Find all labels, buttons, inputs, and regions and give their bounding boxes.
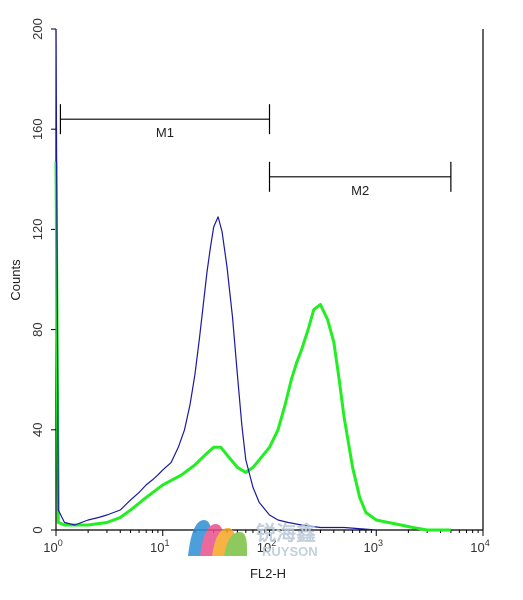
- x-tick-label: 100: [43, 538, 62, 555]
- x-tick-base: 10: [470, 540, 484, 555]
- y-ticks: 0 40 80 120 160 200: [30, 18, 56, 534]
- x-tick-base: 10: [257, 540, 271, 555]
- x-ticks: 100 101 102 103 104: [43, 530, 490, 555]
- watermark-name-cn: 锐海鑫: [256, 521, 316, 545]
- gate-label: M2: [351, 183, 369, 198]
- x-tick-label: 104: [470, 538, 489, 555]
- x-tick-exponent: 1: [164, 538, 169, 548]
- x-tick-base: 10: [150, 540, 164, 555]
- gates-layer: M1 M2: [59, 104, 452, 198]
- y-tick-label: 120: [30, 219, 45, 241]
- x-tick-exponent: 0: [58, 538, 63, 548]
- x-tick-exponent: 3: [378, 538, 383, 548]
- series-line-green: [54, 161, 451, 532]
- watermark-logo: 锐海鑫 RUYSON: [188, 520, 318, 559]
- x-tick-exponent: 2: [271, 538, 276, 548]
- x-tick-label: 101: [150, 538, 169, 555]
- x-tick-label: 102: [257, 538, 276, 555]
- series-line-blue: [55, 28, 377, 531]
- x-tick-exponent: 4: [485, 538, 490, 548]
- y-tick-label: 200: [30, 18, 45, 40]
- series-layer: [54, 28, 451, 532]
- y-tick-label: 40: [30, 423, 45, 437]
- y-tick-label: 80: [30, 322, 45, 336]
- x-axis-title: FL2-H: [250, 566, 286, 581]
- gate-label: M1: [156, 125, 174, 140]
- x-tick-base: 10: [364, 540, 378, 555]
- x-tick-label: 103: [364, 538, 383, 555]
- watermark-logo-stripe-green: [224, 532, 247, 556]
- x-tick-base: 10: [43, 540, 57, 555]
- y-tick-label: 0: [30, 526, 45, 533]
- y-axis-title: Counts: [8, 259, 23, 301]
- y-tick-label: 160: [30, 118, 45, 140]
- watermark-name-en: RUYSON: [262, 544, 318, 559]
- plot-area: [56, 29, 483, 530]
